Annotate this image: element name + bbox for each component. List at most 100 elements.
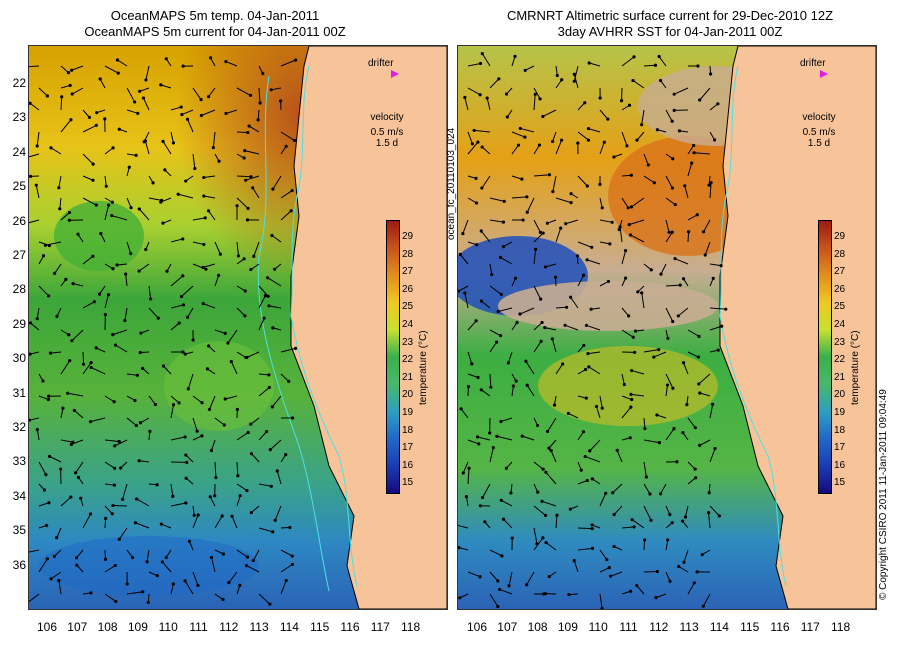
current-arrow-head bbox=[104, 184, 108, 188]
current-arrow-head bbox=[235, 204, 239, 208]
current-arrow-head bbox=[206, 95, 211, 99]
right-drifter-legend: drifter bbox=[800, 58, 826, 69]
current-arrow bbox=[596, 406, 601, 419]
current-arrow-head bbox=[99, 232, 103, 236]
current-arrow-head bbox=[464, 495, 469, 499]
current-arrow-head bbox=[607, 566, 611, 570]
current-arrow-head bbox=[165, 269, 169, 273]
current-arrow bbox=[280, 373, 289, 382]
current-arrow-head bbox=[635, 584, 639, 588]
current-arrow bbox=[126, 417, 137, 426]
current-arrow-head bbox=[269, 88, 273, 92]
current-arrow bbox=[82, 351, 85, 365]
current-arrow-head bbox=[137, 269, 141, 273]
current-arrow bbox=[694, 152, 711, 155]
current-arrow-head bbox=[681, 277, 686, 281]
current-arrow-head bbox=[57, 186, 61, 190]
current-arrow bbox=[522, 435, 535, 441]
current-arrow-head bbox=[564, 222, 568, 226]
current-arrow-head bbox=[643, 426, 647, 431]
current-arrow bbox=[599, 241, 610, 245]
current-arrow bbox=[236, 351, 247, 358]
current-arrow-head bbox=[186, 315, 190, 319]
current-arrow-head bbox=[123, 318, 127, 323]
current-arrow bbox=[489, 571, 499, 582]
current-arrow-head bbox=[672, 92, 676, 96]
current-arrow-head bbox=[694, 476, 698, 480]
current-arrow-head bbox=[89, 591, 93, 595]
current-arrow bbox=[236, 495, 241, 507]
current-arrow-head bbox=[94, 203, 98, 207]
current-arrow bbox=[621, 329, 634, 338]
current-arrow bbox=[162, 141, 172, 155]
current-arrow bbox=[464, 97, 469, 111]
current-arrow-head bbox=[463, 291, 467, 295]
longitude-label: 106 bbox=[466, 620, 488, 634]
current-arrow-head bbox=[221, 597, 225, 602]
current-arrow-head bbox=[618, 225, 622, 229]
current-arrow-head bbox=[698, 391, 702, 395]
current-arrow bbox=[573, 74, 579, 89]
current-arrow-head bbox=[138, 421, 143, 425]
longitude-label: 114 bbox=[709, 620, 729, 634]
current-arrow-head bbox=[236, 474, 240, 478]
current-arrow bbox=[673, 87, 689, 95]
current-arrow bbox=[136, 498, 150, 507]
current-arrow-head bbox=[202, 242, 206, 247]
current-arrow bbox=[211, 439, 216, 451]
current-arrow-head bbox=[243, 314, 247, 318]
current-arrow bbox=[58, 175, 62, 188]
current-arrow-head bbox=[47, 394, 51, 398]
current-arrow-head bbox=[224, 59, 228, 64]
current-arrow-head bbox=[612, 513, 616, 517]
current-arrow-head bbox=[64, 277, 68, 281]
current-arrow-head bbox=[459, 407, 463, 411]
current-arrow-head bbox=[589, 307, 593, 311]
current-arrow bbox=[45, 241, 62, 246]
current-arrow-head bbox=[75, 556, 79, 560]
current-arrow-head bbox=[243, 149, 247, 153]
current-arrow bbox=[75, 461, 84, 474]
current-arrow-head bbox=[504, 92, 509, 96]
latitude-label: 22 bbox=[12, 76, 26, 90]
current-arrow bbox=[501, 499, 513, 507]
current-arrow bbox=[280, 210, 292, 221]
current-arrow bbox=[552, 175, 557, 192]
current-arrow-head bbox=[628, 436, 632, 440]
current-arrow bbox=[524, 65, 535, 71]
current-arrow-head bbox=[68, 359, 72, 363]
current-arrow bbox=[135, 522, 150, 529]
current-arrow bbox=[636, 131, 645, 141]
current-arrow-head bbox=[111, 503, 115, 508]
current-arrow-head bbox=[139, 331, 143, 335]
current-arrow-head bbox=[249, 422, 253, 426]
current-arrow bbox=[587, 351, 601, 355]
current-arrow bbox=[555, 515, 558, 529]
current-arrow bbox=[643, 483, 651, 495]
current-arrow-head bbox=[474, 176, 478, 181]
current-arrow-head bbox=[34, 183, 38, 187]
current-arrow bbox=[111, 215, 128, 221]
current-arrow bbox=[208, 395, 216, 410]
current-arrow-head bbox=[670, 186, 674, 190]
longitude-label: 116 bbox=[770, 620, 790, 634]
current-arrow bbox=[674, 258, 689, 265]
current-arrow bbox=[533, 174, 550, 177]
current-arrow-head bbox=[171, 403, 176, 407]
current-arrow-head bbox=[525, 195, 529, 199]
current-arrow-head bbox=[666, 538, 670, 542]
current-arrow-head bbox=[91, 162, 95, 166]
current-arrow-head bbox=[200, 401, 204, 405]
current-arrow bbox=[271, 87, 282, 91]
current-arrow-head bbox=[58, 207, 62, 211]
current-arrow-head bbox=[146, 600, 150, 605]
current-arrow-head bbox=[111, 146, 115, 150]
current-arrow-head bbox=[649, 518, 653, 522]
current-arrow-head bbox=[543, 592, 548, 596]
current-arrow bbox=[570, 296, 579, 309]
current-arrow-head bbox=[474, 201, 479, 205]
current-arrow-head bbox=[555, 73, 559, 78]
current-arrow-head bbox=[724, 307, 728, 311]
current-arrow bbox=[258, 317, 265, 331]
current-arrow-head bbox=[134, 423, 138, 428]
